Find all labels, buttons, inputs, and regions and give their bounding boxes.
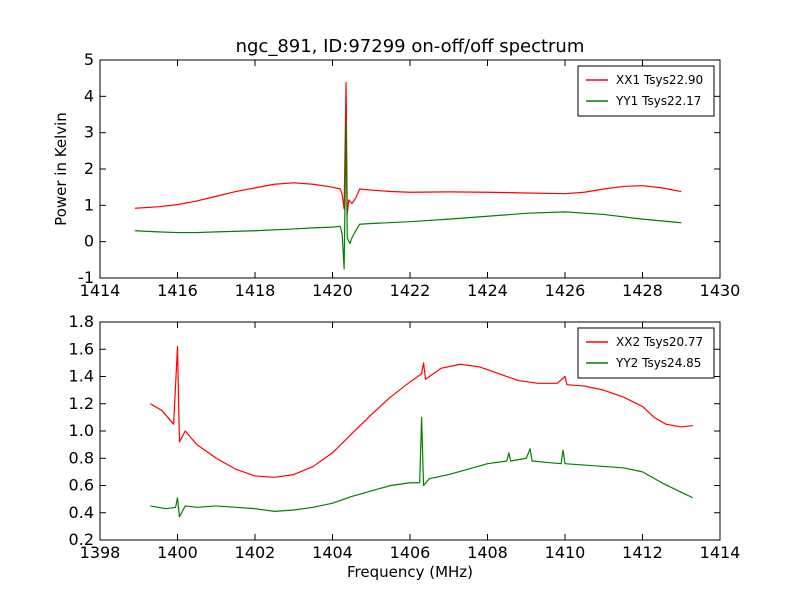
x-tick-label: 1422 <box>390 281 431 300</box>
legend-entry: YY1 Tsys22.17 <box>615 94 701 108</box>
x-tick-label: 1426 <box>545 281 586 300</box>
y-axis-label: Power in Kelvin <box>52 112 70 226</box>
x-tick-label: 1400 <box>157 543 198 562</box>
y-tick-label: 1.8 <box>69 312 94 331</box>
y-tick-label: 1.0 <box>69 421 94 440</box>
y-tick-label: 5 <box>84 50 94 69</box>
x-tick-label: 1402 <box>235 543 276 562</box>
x-tick-label: 1408 <box>467 543 508 562</box>
chart-title: ngc_891, ID:97299 on-off/off spectrum <box>236 36 585 57</box>
y-tick-label: 1 <box>84 195 94 214</box>
legend: XX1 Tsys22.90 YY1 Tsys22.17 <box>577 65 715 117</box>
y-tick-label: 1.6 <box>69 339 94 358</box>
x-tick-label: 1428 <box>622 281 663 300</box>
series-line-1-1 <box>134 81 682 216</box>
chart-panels: 1414 1416 1418 1420 1422 1424 1426 1428 1430 -1 0 1… <box>52 36 740 581</box>
x-tick-label: 1398 <box>80 543 121 562</box>
y-tick-label: 0.4 <box>69 503 94 522</box>
x-axis-label: Frequency (MHz) <box>347 563 473 581</box>
legend-box <box>577 65 715 117</box>
series-line-2-2 <box>150 416 694 518</box>
y-tick-label: 0 <box>84 232 94 251</box>
x-tick-label: 1424 <box>467 281 508 300</box>
x-tick-label: 1414 <box>80 281 121 300</box>
x-tick-label: 1404 <box>312 543 353 562</box>
y-tick-label: 3 <box>84 123 94 142</box>
x-tick-label: 1418 <box>235 281 276 300</box>
x-tick-label: 1412 <box>622 543 663 562</box>
x-tick-label: 1430 <box>700 281 741 300</box>
x-tick-label: 1416 <box>157 281 198 300</box>
series-line-1-2 <box>134 121 682 270</box>
y-tick-label: 2 <box>84 159 94 178</box>
legend-entry: XX1 Tsys22.90 <box>616 73 703 87</box>
legend-entry: XX2 Tsys20.77 <box>616 335 703 349</box>
legend: XX2 Tsys20.77 YY2 Tsys24.85 <box>577 327 715 379</box>
x-tick-label: 1414 <box>700 543 741 562</box>
x-tick-label: 1420 <box>312 281 353 300</box>
y-tick-label: 0.8 <box>69 448 94 467</box>
series-line-2-1 <box>150 345 693 478</box>
chart-panel-2: 1398 1400 1402 1404 1406 1408 1410 1412 1414 0.2 0… <box>69 312 741 581</box>
x-tick-label: 1406 <box>390 543 431 562</box>
chart-panel-1: 1414 1416 1418 1420 1422 1424 1426 1428 1430 -1 0 1… <box>52 36 740 300</box>
y-tick-label: 4 <box>84 86 94 105</box>
legend-box <box>577 327 715 379</box>
x-tick-label: 1410 <box>545 543 586 562</box>
y-tick-label: 0.2 <box>69 530 94 549</box>
y-tick-label: 0.6 <box>69 476 94 495</box>
legend-entry: YY2 Tsys24.85 <box>615 356 701 370</box>
y-tick-label: 1.4 <box>69 367 94 386</box>
y-tick-label: 1.2 <box>69 394 94 413</box>
y-tick-label: -1 <box>78 268 94 287</box>
